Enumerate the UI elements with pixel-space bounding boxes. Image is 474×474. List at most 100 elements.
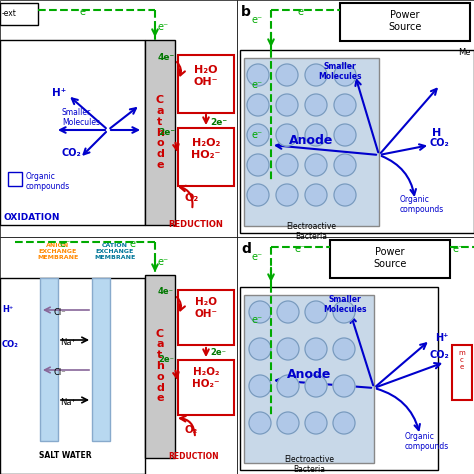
Circle shape xyxy=(333,412,355,434)
Circle shape xyxy=(334,124,356,146)
Text: Me: Me xyxy=(458,48,471,57)
Text: REDUCTION: REDUCTION xyxy=(168,452,219,461)
Circle shape xyxy=(249,301,271,323)
Text: e⁻: e⁻ xyxy=(158,22,169,32)
Circle shape xyxy=(305,338,327,360)
Circle shape xyxy=(249,338,271,360)
Text: Anode: Anode xyxy=(287,368,331,382)
Text: e⁻: e⁻ xyxy=(252,315,263,325)
Circle shape xyxy=(276,184,298,206)
Bar xyxy=(0,237,237,474)
Circle shape xyxy=(305,124,327,146)
Circle shape xyxy=(305,412,327,434)
Text: O₂: O₂ xyxy=(185,425,198,435)
Text: Anode: Anode xyxy=(289,134,333,146)
Text: e⁻: e⁻ xyxy=(252,252,263,262)
Text: CO₂: CO₂ xyxy=(62,148,82,158)
Text: H⁺: H⁺ xyxy=(52,88,66,98)
Circle shape xyxy=(305,154,327,176)
Bar xyxy=(0,3,38,25)
Circle shape xyxy=(249,375,271,397)
Circle shape xyxy=(249,412,271,434)
Text: H⁺: H⁺ xyxy=(2,305,13,314)
Text: e⁻: e⁻ xyxy=(298,7,309,17)
Text: ANION
EXCHANGE
MEMBRANE: ANION EXCHANGE MEMBRANE xyxy=(37,243,79,260)
Text: e⁻: e⁻ xyxy=(252,15,263,25)
Bar xyxy=(0,40,145,225)
Circle shape xyxy=(334,184,356,206)
Text: Electroactive
Bacteria: Electroactive Bacteria xyxy=(284,455,334,474)
Text: Organic
compounds: Organic compounds xyxy=(405,432,449,451)
Circle shape xyxy=(277,375,299,397)
Text: Organic
compounds: Organic compounds xyxy=(400,195,444,214)
Bar xyxy=(92,278,110,441)
Bar xyxy=(145,40,175,225)
Bar xyxy=(40,278,58,441)
Bar xyxy=(145,275,175,458)
Circle shape xyxy=(247,154,269,176)
Text: CO₂: CO₂ xyxy=(430,350,450,360)
Circle shape xyxy=(276,124,298,146)
Circle shape xyxy=(305,64,327,86)
Circle shape xyxy=(247,64,269,86)
Text: CATION
EXCHANGE
MEMBRANE: CATION EXCHANGE MEMBRANE xyxy=(94,243,136,260)
Circle shape xyxy=(305,184,327,206)
Bar xyxy=(178,128,234,186)
Bar xyxy=(452,345,472,400)
Text: CO₂: CO₂ xyxy=(2,340,19,349)
Text: C
a
t
h
o
d
e: C a t h o d e xyxy=(156,328,164,403)
Circle shape xyxy=(276,154,298,176)
Text: OXIDATION: OXIDATION xyxy=(4,213,61,222)
Bar xyxy=(237,237,474,474)
Text: Cl⁻: Cl⁻ xyxy=(54,368,66,377)
Bar xyxy=(0,278,145,474)
Bar xyxy=(330,240,450,278)
Circle shape xyxy=(333,301,355,323)
Text: e⁻: e⁻ xyxy=(60,239,71,249)
Circle shape xyxy=(333,375,355,397)
Text: Smaller
Molecules: Smaller Molecules xyxy=(318,62,362,82)
Text: d: d xyxy=(241,242,251,256)
Text: SALT WATER: SALT WATER xyxy=(39,451,91,460)
Circle shape xyxy=(334,154,356,176)
Text: 2e⁻: 2e⁻ xyxy=(158,355,174,364)
Circle shape xyxy=(333,338,355,360)
Bar xyxy=(240,287,438,470)
Circle shape xyxy=(247,94,269,116)
Text: e⁻: e⁻ xyxy=(295,244,306,254)
Text: e⁻: e⁻ xyxy=(252,130,263,140)
Text: e⁻: e⁻ xyxy=(453,244,464,254)
Text: H₂O₂
HO₂⁻: H₂O₂ HO₂⁻ xyxy=(191,138,221,160)
Bar xyxy=(340,3,470,41)
Bar xyxy=(178,360,234,415)
Bar xyxy=(237,0,474,237)
Text: H₂O₂
HO₂⁻: H₂O₂ HO₂⁻ xyxy=(192,367,220,389)
Text: e⁻: e⁻ xyxy=(130,239,141,249)
Text: e⁻: e⁻ xyxy=(80,7,91,17)
Bar xyxy=(178,55,234,113)
Text: REDUCTION: REDUCTION xyxy=(168,220,223,229)
Text: 4e⁻: 4e⁻ xyxy=(158,287,174,296)
Circle shape xyxy=(277,301,299,323)
Circle shape xyxy=(276,94,298,116)
Bar xyxy=(0,0,237,237)
Circle shape xyxy=(305,375,327,397)
Text: e⁻: e⁻ xyxy=(158,257,169,267)
Circle shape xyxy=(247,124,269,146)
Bar xyxy=(240,50,474,233)
Circle shape xyxy=(277,412,299,434)
Circle shape xyxy=(334,94,356,116)
Text: H₂O
OH⁻: H₂O OH⁻ xyxy=(194,65,218,87)
Text: Smaller
Molecules: Smaller Molecules xyxy=(323,295,367,314)
Text: Power
Source: Power Source xyxy=(388,10,422,32)
Text: H₂O
OH⁻: H₂O OH⁻ xyxy=(194,297,218,319)
Text: Organic
compounds: Organic compounds xyxy=(26,172,70,191)
Text: 2e⁻: 2e⁻ xyxy=(158,128,175,137)
Text: CO₂: CO₂ xyxy=(430,138,450,148)
Text: Na⁺: Na⁺ xyxy=(60,398,76,407)
Text: H⁺: H⁺ xyxy=(435,333,448,343)
Text: Smaller
Molecules: Smaller Molecules xyxy=(62,108,100,128)
Text: e⁻: e⁻ xyxy=(252,80,263,90)
Text: m
c
e: m c e xyxy=(459,350,465,370)
Circle shape xyxy=(334,64,356,86)
